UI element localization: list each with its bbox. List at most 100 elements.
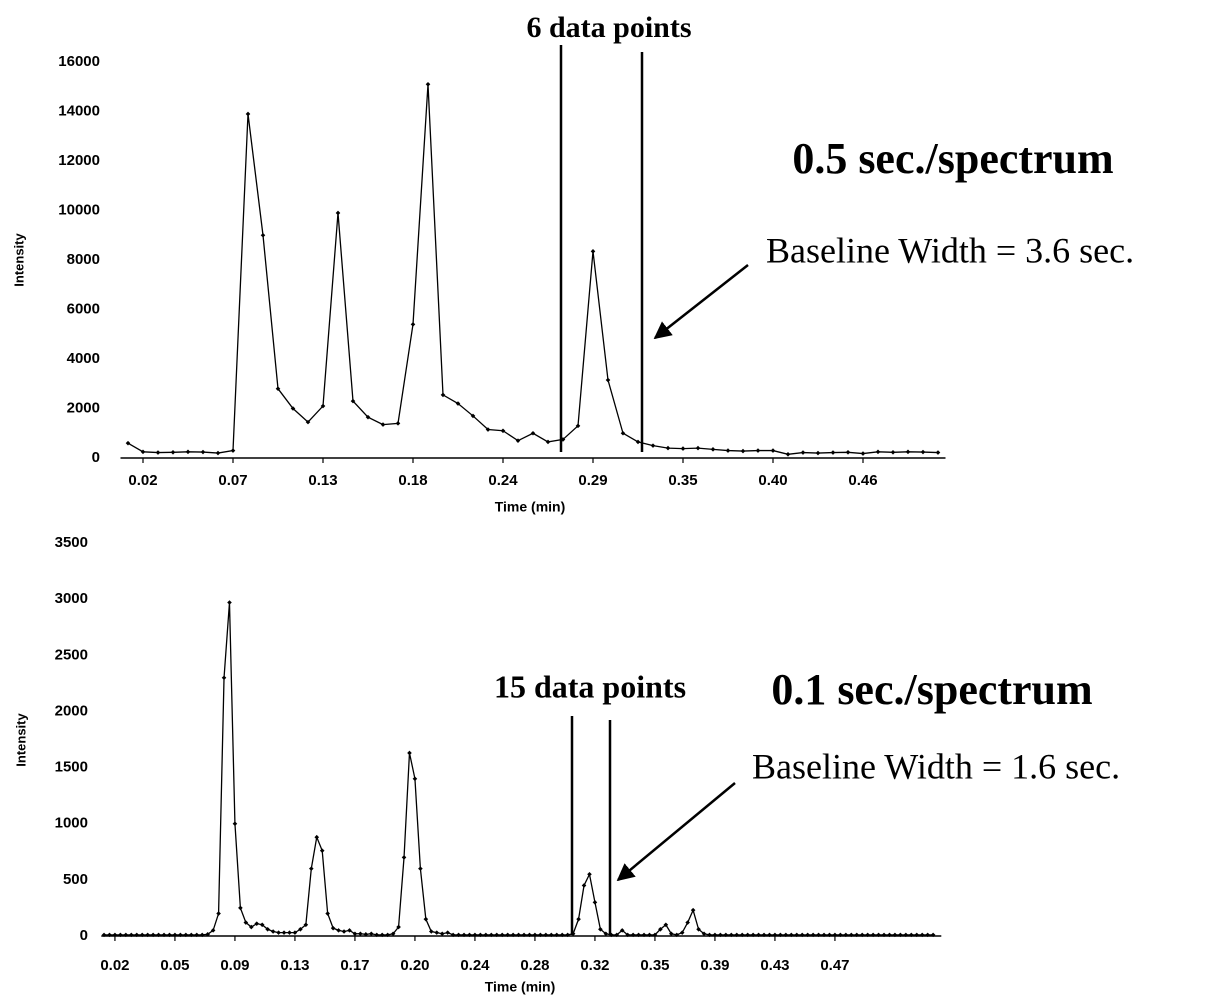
- data-point: [429, 929, 434, 934]
- x-tick-label: 0.20: [400, 957, 429, 974]
- x-tick-label: 0.24: [460, 957, 490, 974]
- data-point: [336, 928, 341, 933]
- x-axis-title: Time (min): [485, 979, 556, 995]
- data-point: [770, 448, 776, 453]
- data-point: [905, 449, 911, 455]
- data-point: [549, 932, 554, 938]
- data-point: [860, 451, 866, 456]
- data-point: [669, 931, 674, 937]
- data-point: [816, 932, 821, 938]
- x-tick-label: 0.07: [218, 472, 247, 489]
- data-point: [369, 931, 374, 937]
- data-point: [489, 932, 494, 938]
- x-tick-label: 0.32: [580, 957, 609, 974]
- y-tick-label: 8000: [67, 251, 100, 268]
- y-tick-label: 14000: [58, 102, 100, 119]
- data-point: [140, 449, 146, 455]
- data-point: [679, 930, 685, 935]
- data-point: [379, 932, 385, 938]
- data-point: [510, 932, 516, 938]
- data-point: [249, 924, 254, 930]
- x-tick-label: 0.18: [398, 472, 427, 489]
- data-point: [445, 930, 450, 935]
- data-point: [832, 932, 838, 938]
- data-point: [665, 445, 671, 451]
- data-point: [739, 932, 745, 938]
- data-point: [412, 776, 418, 782]
- data-point: [778, 932, 783, 938]
- data-point: [139, 932, 145, 938]
- data-point: [576, 916, 581, 922]
- x-tick-label: 0.28: [520, 957, 549, 974]
- data-point: [641, 932, 647, 938]
- data-point: [439, 931, 445, 937]
- data-point: [865, 932, 870, 938]
- data-point: [303, 922, 309, 928]
- data-point: [380, 422, 386, 427]
- data-point: [216, 911, 221, 916]
- data-point: [729, 932, 734, 938]
- data-point: [167, 932, 172, 938]
- data-point: [395, 421, 401, 426]
- annotation: Baseline Width = 3.6 sec.: [766, 230, 1134, 270]
- data-point: [199, 932, 205, 938]
- y-axis-title: Intensity: [11, 233, 26, 287]
- data-point: [560, 437, 566, 442]
- data-point: [930, 932, 936, 938]
- data-point: [461, 932, 467, 938]
- data-point: [755, 448, 761, 453]
- data-point: [650, 443, 656, 448]
- data-point: [605, 377, 611, 383]
- data-point: [723, 932, 729, 938]
- data-point: [516, 932, 521, 938]
- data-point: [200, 449, 206, 455]
- data-point: [789, 932, 794, 938]
- data-point: [494, 932, 500, 938]
- data-point: [854, 932, 860, 938]
- y-tick-label: 10000: [58, 201, 100, 218]
- data-point: [230, 448, 236, 453]
- data-point: [205, 932, 210, 937]
- data-point: [800, 450, 806, 455]
- data-point: [287, 930, 292, 935]
- data-point: [341, 929, 347, 934]
- data-point: [756, 932, 761, 938]
- data-point: [194, 932, 200, 938]
- data-point: [456, 932, 461, 938]
- data-point: [690, 907, 696, 913]
- data-point: [674, 932, 680, 938]
- y-tick-label: 12000: [58, 152, 100, 169]
- x-tick-label: 0.09: [220, 957, 249, 974]
- data-point: [358, 931, 363, 937]
- data-point: [658, 926, 663, 932]
- x-axis-title: Time (min): [495, 499, 566, 515]
- data-point: [515, 438, 521, 443]
- data-point: [725, 448, 731, 453]
- data-point: [909, 932, 914, 938]
- data-point: [396, 924, 401, 930]
- data-point: [330, 925, 336, 931]
- data-point: [581, 883, 587, 888]
- data-point: [210, 928, 216, 933]
- data-point: [625, 932, 630, 938]
- y-tick-label: 16000: [58, 53, 100, 70]
- data-point: [892, 932, 898, 938]
- data-point: [434, 930, 440, 935]
- data-point: [410, 322, 416, 327]
- data-point: [845, 450, 851, 455]
- data-point: [305, 419, 311, 425]
- data-point: [483, 932, 489, 938]
- data-point: [920, 449, 926, 455]
- data-point: [425, 81, 431, 87]
- data-point: [925, 932, 930, 938]
- data-point: [527, 932, 532, 938]
- data-point: [870, 932, 876, 938]
- data-point: [292, 930, 298, 935]
- data-point: [123, 932, 129, 938]
- data-point: [887, 932, 892, 938]
- data-point: [815, 450, 821, 456]
- data-point: [107, 932, 112, 938]
- data-point: [150, 932, 156, 938]
- data-point: [155, 450, 161, 455]
